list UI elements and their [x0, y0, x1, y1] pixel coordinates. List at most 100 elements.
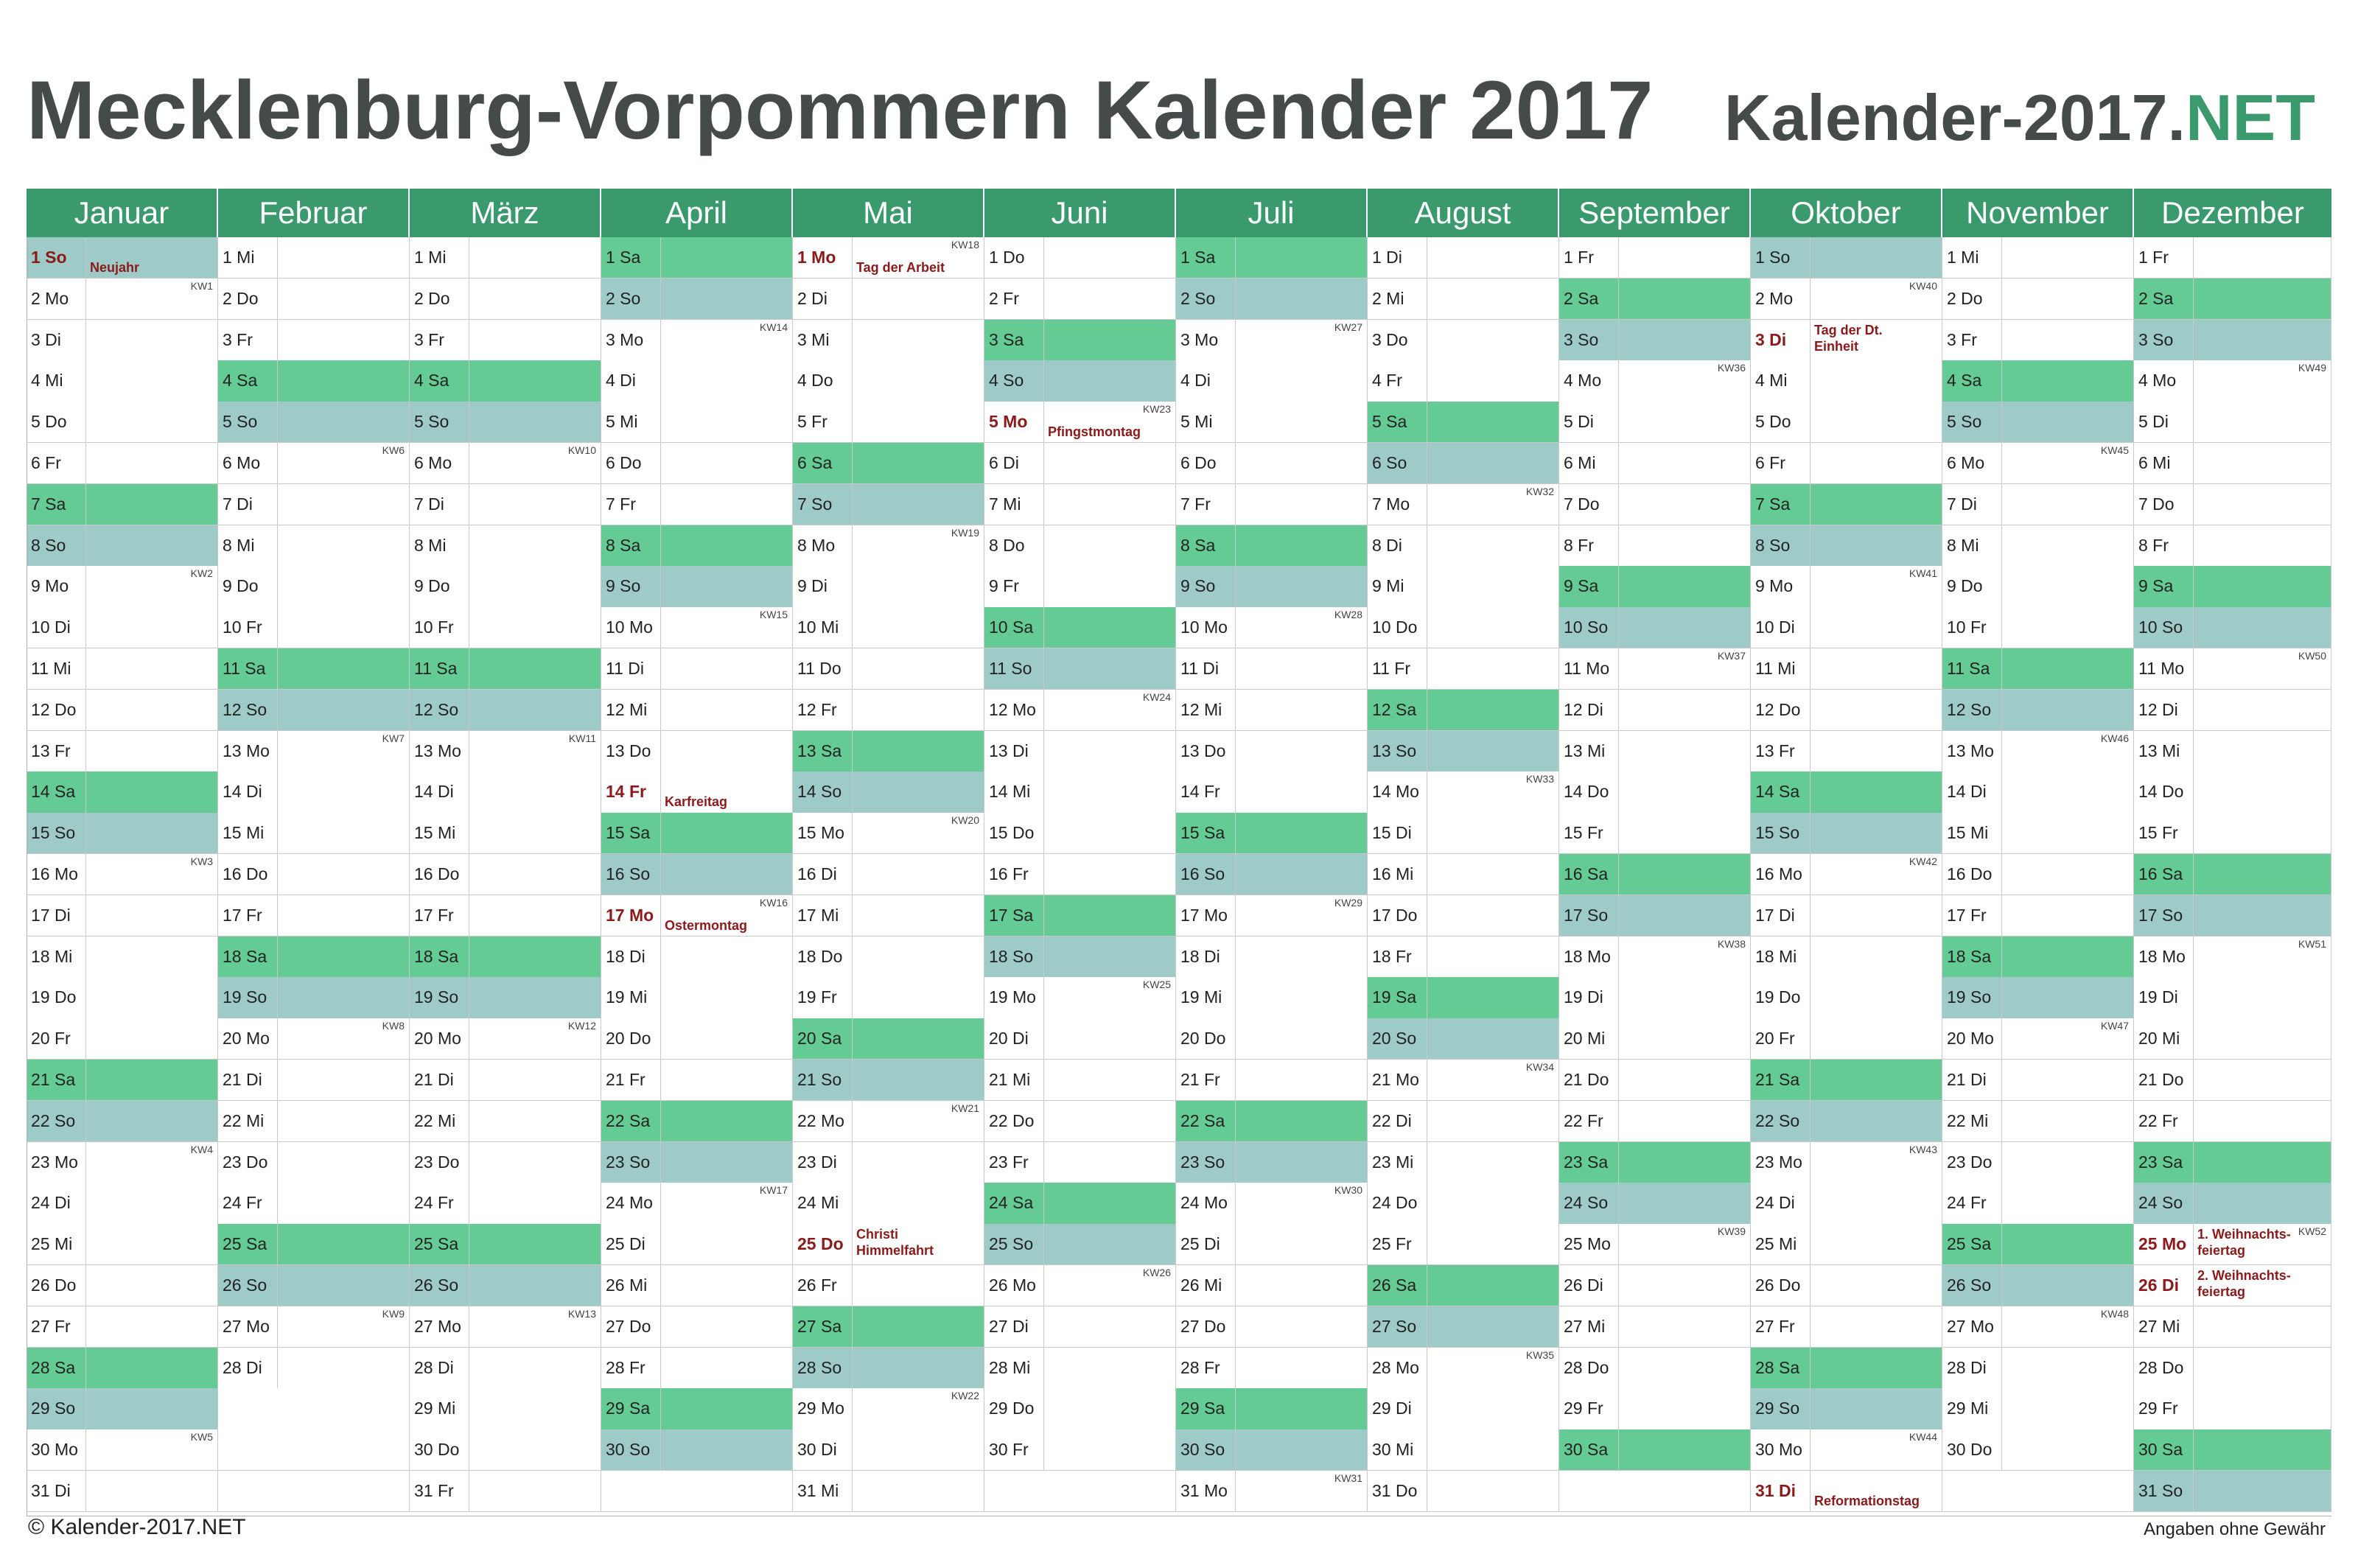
- empty-cell: [218, 1471, 410, 1513]
- day-cell: 26 Mi: [1176, 1265, 1368, 1307]
- cell-divider: [2193, 278, 2194, 320]
- empty-cell: [984, 1471, 1176, 1513]
- week-number: KW20: [951, 814, 979, 827]
- cell-divider: [2193, 1429, 2194, 1471]
- cell-divider: [277, 1306, 278, 1348]
- day-cell: 17 Fr: [218, 895, 410, 937]
- day-label: 3 Fr: [1947, 329, 1977, 349]
- day-cell: 10 Fr: [1942, 607, 2134, 649]
- day-label: 16 Mo: [31, 864, 78, 883]
- day-label: 13 Mi: [2138, 741, 2180, 760]
- day-cell: 5 Di: [2134, 402, 2331, 444]
- week-number: KW30: [1334, 1184, 1362, 1197]
- day-cell: 17 Fr: [1942, 895, 2134, 937]
- cell-divider: [1810, 1224, 1811, 1265]
- cell-divider: [1810, 237, 1811, 279]
- day-label: 5 Di: [2138, 412, 2169, 432]
- day-label: 15 So: [1755, 823, 1800, 843]
- cell-divider: [1235, 1429, 1236, 1471]
- cell-divider: [660, 1429, 661, 1471]
- week-number: KW2: [190, 567, 213, 580]
- day-label: 28 Fr: [606, 1357, 646, 1377]
- holiday-cell: 3 Di Tag der Dt. Einheit: [1751, 319, 1942, 361]
- day-cell: 3 Fr: [218, 319, 410, 361]
- day-label: 1 So: [1755, 248, 1791, 267]
- cell-divider: [1235, 977, 1236, 1018]
- day-cell: 11 Sa: [218, 648, 410, 690]
- day-label: 17 Di: [31, 905, 71, 925]
- cell-divider: [1618, 813, 1619, 854]
- cell-divider: [2193, 1306, 2194, 1348]
- day-cell: 24 Sa: [984, 1183, 1176, 1225]
- day-label: 8 Mi: [414, 535, 447, 555]
- cell-divider: [1043, 525, 1044, 566]
- day-label: 7 Fr: [1180, 494, 1211, 514]
- cell-divider: [1235, 566, 1236, 607]
- cell-divider: [1235, 936, 1236, 977]
- day-label: 9 So: [606, 576, 641, 596]
- day-cell: 15 Mo KW20: [793, 813, 984, 855]
- day-label: 4 Di: [1180, 371, 1211, 391]
- day-cell: 6 Fr: [27, 443, 218, 485]
- day-cell: 4 Fr: [1368, 360, 1559, 402]
- day-cell: 20 Do: [1176, 1018, 1368, 1060]
- week-number: KW46: [2100, 732, 2129, 744]
- day-label: 24 Do: [1372, 1193, 1418, 1213]
- cell-divider: [1043, 278, 1044, 320]
- cell-divider: [2001, 1347, 2002, 1388]
- day-cell: 27 Mo KW9: [218, 1306, 410, 1348]
- day-cell: 29 So: [1751, 1388, 1942, 1430]
- cell-divider: [1810, 525, 1811, 566]
- cell-divider: [2193, 689, 2194, 731]
- day-label: 5 Mi: [1180, 412, 1213, 432]
- day-label: 30 So: [1180, 1440, 1225, 1460]
- day-label: 12 So: [223, 699, 267, 719]
- cell-divider: [1618, 402, 1619, 443]
- day-cell: 18 Sa: [218, 936, 410, 978]
- day-label: 11 So: [989, 659, 1032, 678]
- day-label: 27 Mi: [2138, 1316, 2180, 1336]
- cell-divider: [1043, 566, 1044, 607]
- day-label: 2 Mo: [31, 288, 69, 308]
- day-cell: 4 Do: [793, 360, 984, 402]
- day-cell: 21 Di: [1942, 1060, 2134, 1102]
- day-label: 9 Fr: [989, 576, 1019, 596]
- cell-divider: [1043, 237, 1044, 279]
- day-cell: 9 Do: [218, 566, 410, 608]
- day-label: 30 Di: [797, 1440, 837, 1460]
- day-cell: 29 Sa: [1176, 1388, 1368, 1430]
- week-number: KW18: [951, 239, 979, 251]
- cell-divider: [1043, 936, 1044, 977]
- day-label: 29 So: [31, 1399, 76, 1418]
- day-cell: 6 Mi: [1559, 443, 1751, 485]
- day-cell: 18 Sa: [1942, 936, 2134, 978]
- cell-divider: [277, 895, 278, 937]
- cell-divider: [1235, 1060, 1236, 1101]
- day-label: 21 Sa: [31, 1070, 76, 1089]
- cell-divider: [1810, 1060, 1811, 1101]
- holiday-cell: 1 Mo KW18 Tag der Arbeit: [793, 237, 984, 279]
- day-cell: 30 Do: [1942, 1429, 2134, 1471]
- brand-logo: Kalender-2017.NET: [1724, 74, 2315, 162]
- day-cell: 29 Fr: [1559, 1388, 1751, 1430]
- day-label: 14 Do: [2138, 782, 2184, 802]
- day-cell: 23 Fr: [984, 1141, 1176, 1183]
- cell-divider: [2001, 813, 2002, 854]
- day-label: 3 So: [1564, 329, 1599, 349]
- day-cell: 24 Fr: [1942, 1183, 2134, 1225]
- day-label: 18 Mi: [31, 946, 73, 966]
- day-cell: 29 Mo KW22: [793, 1388, 984, 1430]
- day-cell: 11 Fr: [1368, 648, 1559, 690]
- cell-divider: [2193, 360, 2194, 402]
- day-label: 31 Mi: [797, 1481, 839, 1500]
- day-label: 15 Sa: [1180, 823, 1225, 843]
- cell-divider: [1235, 402, 1236, 443]
- cell-divider: [1235, 1018, 1236, 1060]
- day-label: 7 Fr: [606, 494, 636, 514]
- day-cell: 31 Mi: [793, 1471, 984, 1513]
- day-cell: 29 Do: [984, 1388, 1176, 1430]
- cell-divider: [660, 730, 661, 771]
- day-label: 23 So: [606, 1152, 651, 1172]
- day-cell: 1 Fr: [1559, 237, 1751, 279]
- week-number: KW4: [190, 1143, 213, 1155]
